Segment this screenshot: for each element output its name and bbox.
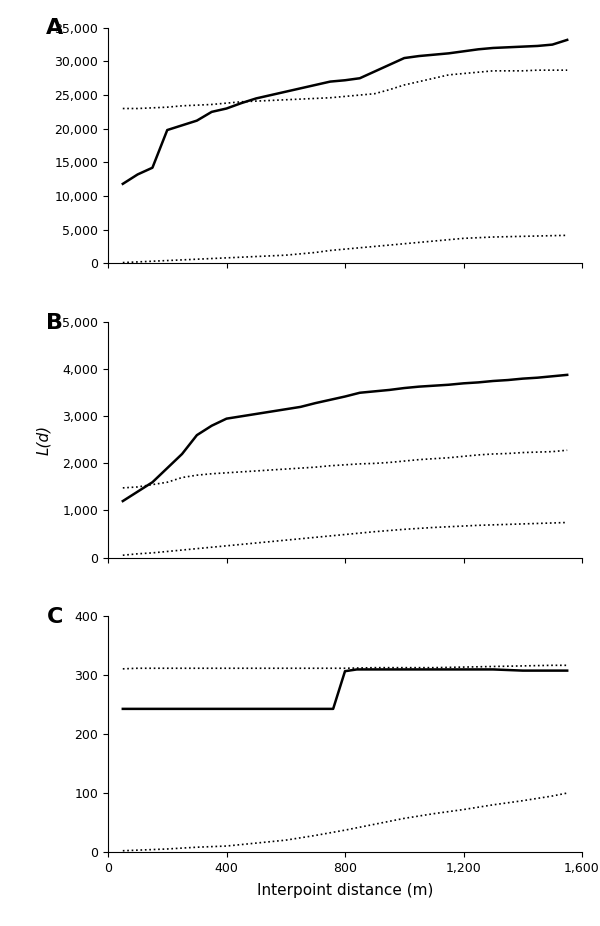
Text: C: C [46,607,63,627]
Y-axis label: L(d): L(d) [36,425,51,455]
X-axis label: Interpoint distance (m): Interpoint distance (m) [257,883,433,898]
Text: A: A [46,19,64,38]
Text: B: B [46,313,64,332]
